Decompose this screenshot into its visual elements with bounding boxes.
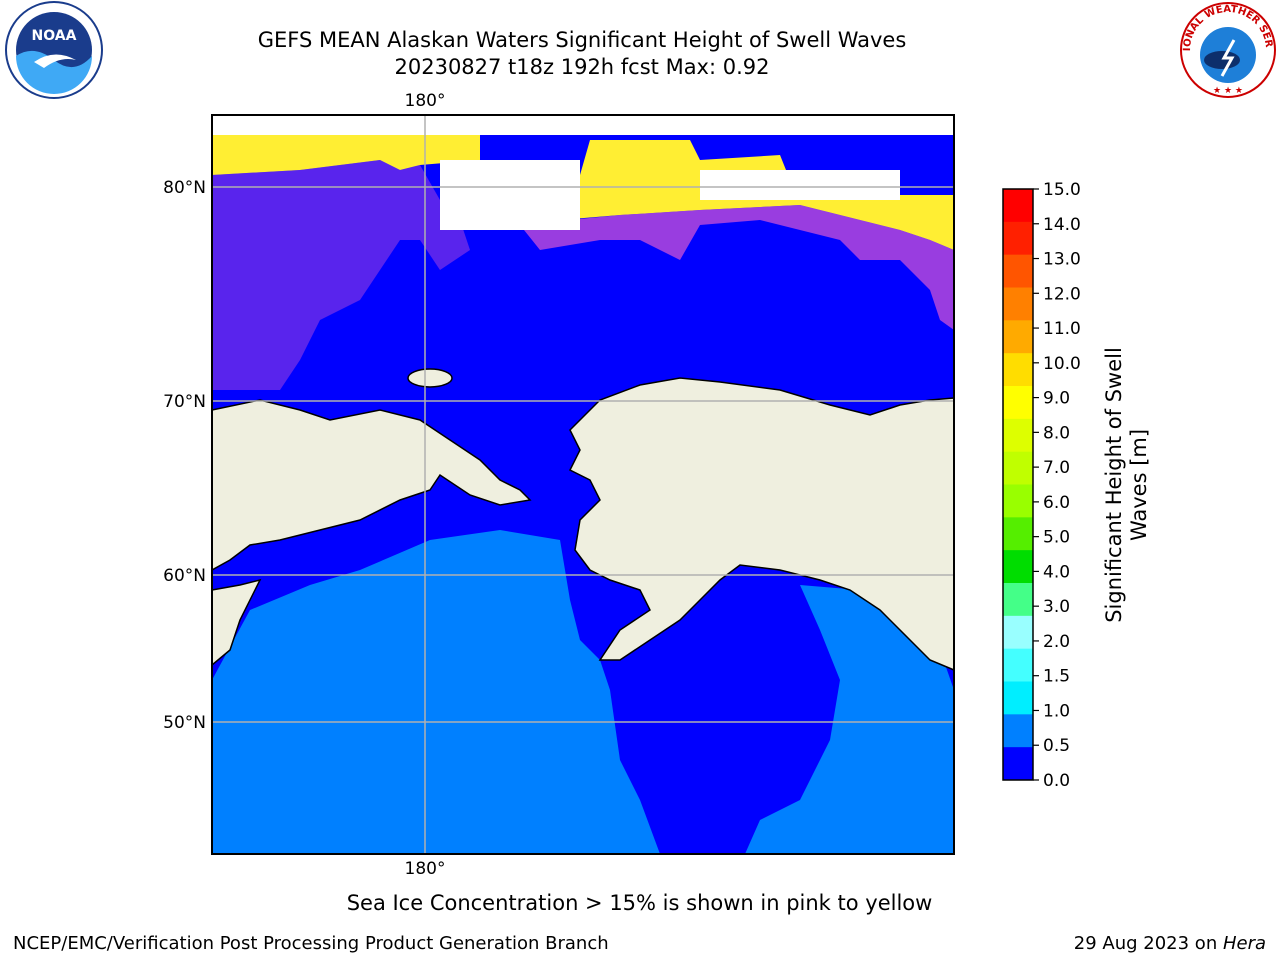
graticule — [212, 115, 954, 854]
footer-host: Hera — [1222, 933, 1266, 954]
colorbar-tick-label: 0.5 — [1043, 736, 1070, 756]
map-frame — [211, 114, 955, 855]
colorbar-tick-label: 14.0 — [1043, 215, 1081, 235]
noaa-logo-icon: NOAA — [5, 1, 103, 99]
ice-free-gap — [440, 160, 580, 230]
svg-text:★ ★ ★: ★ ★ ★ — [1213, 86, 1243, 96]
swell-0-5-region-east — [745, 585, 954, 854]
colorbar-segment — [1003, 681, 1033, 715]
plot-subtitle: 20230827 t18z 192h fcst Max: 0.92 — [394, 55, 770, 79]
lat-label: 80°N — [163, 178, 206, 198]
swell-0-5-region — [212, 530, 660, 854]
colorbar-tick-label: 3.0 — [1043, 597, 1070, 617]
colorbar-tick-label: 8.0 — [1043, 423, 1070, 443]
colorbar-tick-label: 1.0 — [1043, 701, 1070, 721]
lat-label: 60°N — [163, 566, 206, 586]
land-alaska — [568, 377, 954, 671]
colorbar-segment — [1003, 615, 1033, 650]
colorbar-segment — [1003, 221, 1033, 256]
colorbar-segment — [1003, 320, 1033, 354]
footer-credit: NCEP/EMC/Verification Post Processing Pr… — [13, 933, 609, 954]
land-kamchatka — [212, 578, 262, 666]
bottom-longitude-label: 180° — [405, 859, 446, 879]
footer-date: 29 Aug 2023 on Hera — [1074, 933, 1266, 954]
colorbar-segment — [1003, 386, 1033, 420]
plot-title: GEFS MEAN Alaskan Waters Significant Hei… — [257, 28, 907, 52]
colorbar-tick-label: 15.0 — [1043, 180, 1081, 200]
colorbar-tick-label: 11.0 — [1043, 319, 1081, 339]
colorbar-title-line1: Significant Height of Swell — [1102, 347, 1126, 623]
colorbar-segment — [1003, 484, 1033, 518]
nws-logo-icon: NATIONAL WEATHER SERVICE ★ ★ ★ — [1178, 0, 1276, 98]
colorbar-tick-label: 4.0 — [1043, 562, 1070, 582]
colorbar-tick-label: 1.5 — [1043, 667, 1070, 687]
colorbar-segment — [1003, 648, 1033, 682]
colorbar-segment — [1003, 418, 1033, 453]
colorbar-segment — [1003, 517, 1033, 551]
colorbar-tick-label: 9.0 — [1043, 389, 1070, 409]
colorbar-tick-label: 12.0 — [1043, 284, 1081, 304]
colorbar-segment — [1003, 451, 1033, 485]
colorbar-segment — [1003, 353, 1033, 387]
lat-label: 70°N — [163, 392, 206, 412]
colorbar-tick-label: 0.0 — [1043, 771, 1070, 791]
colorbar-segment — [1003, 583, 1033, 617]
north-edge — [212, 115, 954, 135]
colorbar-tick-label: 10.0 — [1043, 354, 1081, 374]
colorbar-segment — [1003, 287, 1033, 321]
colorbar-segment — [1003, 550, 1033, 584]
colorbar-title-line2: Waves [m] — [1127, 428, 1151, 542]
colorbar-segment — [1003, 747, 1033, 781]
sea-ice-pink — [212, 160, 470, 390]
map-area — [212, 115, 954, 854]
colorbar-tick-label: 6.0 — [1043, 493, 1070, 513]
land-siberia — [212, 399, 532, 571]
ice-free-gap-east — [700, 170, 900, 200]
sea-ice-yellow — [212, 135, 480, 175]
colorbar-segment — [1003, 714, 1033, 748]
sea-ice-pink-east — [520, 205, 954, 330]
colorbar-tick-label: 2.0 — [1043, 632, 1070, 652]
colorbar: 15.0 14.0 13.0 12.0 11.0 10.0 9.0 8.0 7.0 6.0 5.0 4… — [1002, 180, 1081, 791]
top-longitude-label: 180° — [405, 91, 446, 111]
colorbar-frame — [1002, 188, 1034, 781]
colorbar-segment — [1003, 254, 1033, 288]
colorbar-segment — [1003, 189, 1033, 223]
noaa-logo-text: NOAA — [32, 28, 77, 44]
colorbar-title: Significant Height of Swell Waves [m] — [1102, 347, 1152, 623]
wrangel-island — [407, 368, 453, 388]
colorbar-tick-label: 13.0 — [1043, 250, 1081, 270]
footer-date-text: 29 Aug 2023 on — [1073, 933, 1223, 954]
sea-ice-note: Sea Ice Concentration > 15% is shown in … — [346, 891, 933, 915]
colorbar-tick-label: 7.0 — [1043, 458, 1070, 478]
colorbar-tick-label: 5.0 — [1043, 528, 1070, 548]
lat-label: 50°N — [163, 713, 206, 733]
